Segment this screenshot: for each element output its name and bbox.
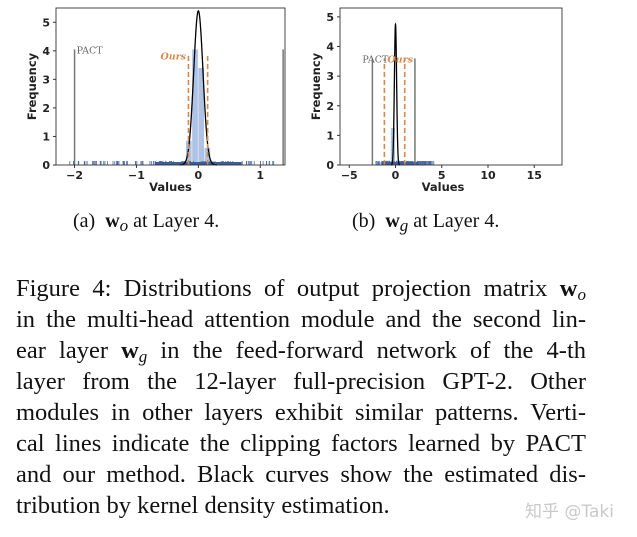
caption-line: ear layer wg in the feed-forward network… <box>16 335 586 366</box>
rug-dense-band <box>155 162 242 165</box>
subcaption-text: at Layer 4. <box>413 210 500 232</box>
x-tick-label: 0 <box>195 169 203 182</box>
kde-curve <box>179 10 217 166</box>
y-tick-label: 2 <box>42 102 50 115</box>
caption-line: layer from the 12-layer full-precision G… <box>16 368 586 395</box>
y-tick-label: 1 <box>42 130 50 143</box>
x-tick-label: 5 <box>438 169 446 182</box>
caption-line: tribution by kernel density estimation. <box>16 492 390 519</box>
pact-label: PACT <box>362 54 389 65</box>
pact-label: PACT <box>77 45 104 56</box>
ours-label: Ours <box>387 54 413 65</box>
y-tick-label: 2 <box>326 100 334 113</box>
caption-text: ear layer <box>16 337 108 364</box>
rug-dense-band <box>381 162 419 165</box>
caption-line: and our method. Black curves show the es… <box>16 461 586 488</box>
subcaption-b: (b) wg at Layer 4. <box>352 210 499 236</box>
caption-line: modules in other layers exhibit similar … <box>16 399 586 426</box>
y-axis-label: Frequency <box>309 52 323 120</box>
caption-line: cal lines indicate the clipping factors … <box>16 430 586 457</box>
x-axis-label: Values <box>149 180 192 194</box>
subcaption-text: at Layer 4. <box>133 210 220 232</box>
math-symbol: w <box>385 210 400 232</box>
y-tick-label: 3 <box>326 70 334 83</box>
y-tick-label: 1 <box>326 129 334 142</box>
x-tick-label: 0 <box>392 169 400 182</box>
subcaption-label: (a) <box>73 210 96 232</box>
x-tick-label: −5 <box>341 169 358 182</box>
x-tick-label: −2 <box>66 169 83 182</box>
math-symbol: w <box>105 210 120 232</box>
y-tick-label: 0 <box>42 159 50 172</box>
caption-line: Figure 4: Distributions of output projec… <box>16 273 586 304</box>
ours-label: Ours <box>160 52 186 63</box>
x-tick-label: 10 <box>480 169 496 182</box>
y-tick-label: 5 <box>42 16 50 29</box>
math-subscript: g <box>138 347 148 366</box>
figure-caption: Figure 4: Distributions of output projec… <box>16 273 586 521</box>
x-tick-label: 1 <box>256 169 264 182</box>
y-tick-label: 5 <box>326 11 334 24</box>
histogram-bar <box>192 49 198 165</box>
watermark: 知乎 @Taki <box>525 502 614 522</box>
y-axis-label: Frequency <box>25 52 39 120</box>
math-symbol: w <box>559 275 578 302</box>
x-axis-label: Values <box>422 180 465 194</box>
x-tick-label: −1 <box>128 169 145 182</box>
math-subscript: o <box>577 285 587 304</box>
caption-line: in the multi-head attention module and t… <box>16 306 586 333</box>
subcaption-a: (a) wo at Layer 4. <box>73 210 219 236</box>
histogram-bar <box>198 67 205 165</box>
y-tick-label: 4 <box>42 45 50 58</box>
histogram-bar <box>377 162 386 165</box>
chart-panel-a: PACT Ours −2 −1 0 1 0 1 2 3 4 5 Values Frequency <box>25 7 286 194</box>
y-tick-label: 4 <box>326 41 334 54</box>
math-subscript: g <box>399 216 409 235</box>
caption-text: in the feed-forward network of the 4-th <box>160 337 586 364</box>
math-subscript: o <box>119 216 129 235</box>
y-tick-label: 0 <box>326 159 334 172</box>
y-tick-label: 3 <box>42 73 50 86</box>
x-tick-label: 15 <box>527 169 542 182</box>
plot-frame <box>339 7 563 166</box>
kde-curve <box>390 22 401 166</box>
subcaption-label: (b) <box>352 210 376 232</box>
plot-frame <box>55 7 286 166</box>
caption-text: Figure 4: Distributions of output projec… <box>16 275 548 302</box>
math-symbol: w <box>121 337 139 364</box>
